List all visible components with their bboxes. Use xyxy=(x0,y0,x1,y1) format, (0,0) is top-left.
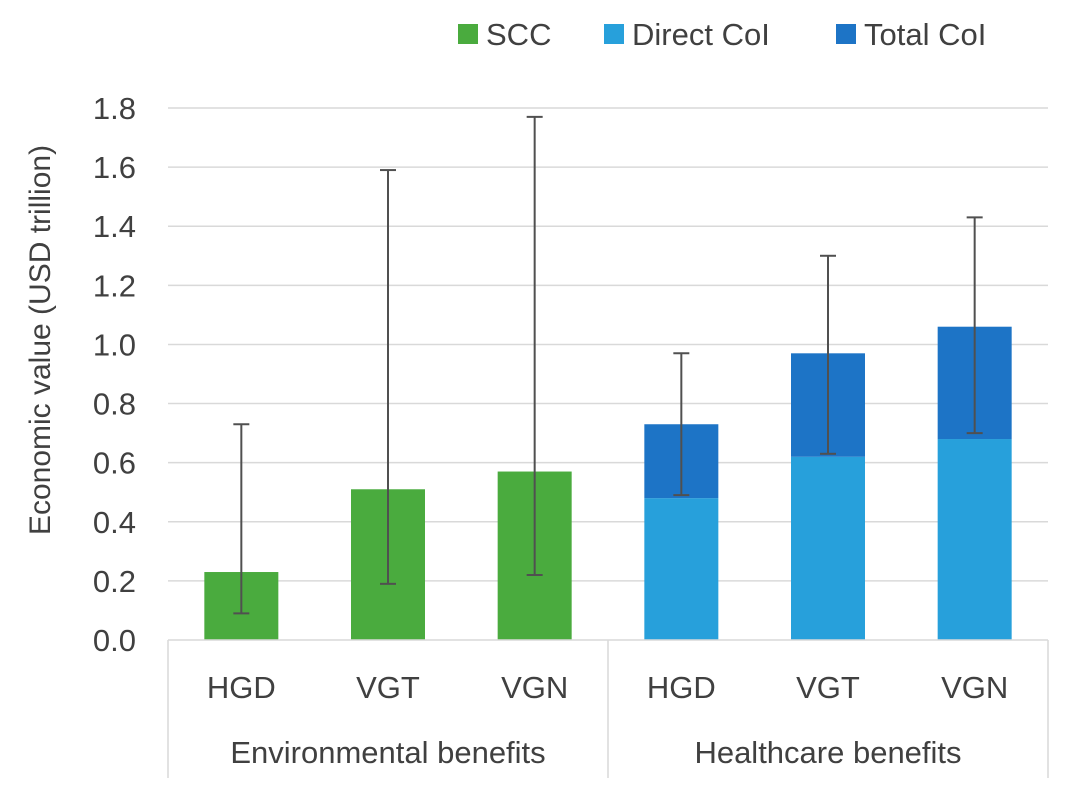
y-tick-label: 0.2 xyxy=(93,564,136,599)
error-bar xyxy=(526,115,543,576)
legend-label: Direct CoI xyxy=(632,17,770,52)
group-label: Environmental benefits xyxy=(230,735,545,770)
legend-swatch xyxy=(604,24,624,44)
x-tick-label: HGD xyxy=(207,670,276,705)
x-tick-label: VGN xyxy=(941,670,1008,705)
legend-swatch xyxy=(836,24,856,44)
y-tick-label: 0.8 xyxy=(93,387,136,422)
y-tick-label: 0.0 xyxy=(93,623,136,658)
legend-item: Total CoI xyxy=(836,17,986,52)
y-tick-label: 0.4 xyxy=(93,505,136,540)
y-axis-label: Economic value (USD trillion) xyxy=(24,145,57,535)
x-tick-label: VGN xyxy=(501,670,568,705)
legend-item: SCC xyxy=(458,17,551,52)
legend-swatch xyxy=(458,24,478,44)
y-tick-label: 0.6 xyxy=(93,446,136,481)
legend-label: Total CoI xyxy=(864,17,986,52)
bar-direct-coi xyxy=(791,456,865,640)
error-bar xyxy=(673,352,690,497)
y-tick-label: 1.0 xyxy=(93,327,136,362)
error-bars xyxy=(233,115,983,615)
y-tick-label: 1.2 xyxy=(93,268,136,303)
x-axis xyxy=(167,639,1049,778)
y-tick-label: 1.8 xyxy=(93,91,136,126)
y-axis-ticks: 0.0 0.2 0.4 0.6 0.8 1.0 1.2 1.4 1.6 1.8 xyxy=(93,91,136,658)
legend-item: Direct CoI xyxy=(604,17,770,52)
error-bar xyxy=(966,216,983,435)
bars xyxy=(204,326,1012,640)
error-bar xyxy=(233,423,250,615)
bar-direct-coi xyxy=(937,439,1012,640)
group-label: Healthcare benefits xyxy=(694,735,961,770)
x-tick-label: VGT xyxy=(796,670,860,705)
x-tick-label: VGT xyxy=(356,670,420,705)
category-labels: HGD VGT VGN HGD VGT VGN Environmental benefits… xyxy=(207,670,1008,770)
bar-direct-coi xyxy=(644,498,719,640)
legend-label: SCC xyxy=(486,17,551,52)
legend: SCC Direct CoI Total CoI xyxy=(458,17,986,52)
y-tick-label: 1.4 xyxy=(93,209,136,244)
error-bar xyxy=(380,169,396,585)
gridlines xyxy=(168,107,1048,582)
error-bar xyxy=(820,254,836,455)
x-tick-label: HGD xyxy=(647,670,716,705)
y-tick-label: 1.6 xyxy=(93,150,136,185)
